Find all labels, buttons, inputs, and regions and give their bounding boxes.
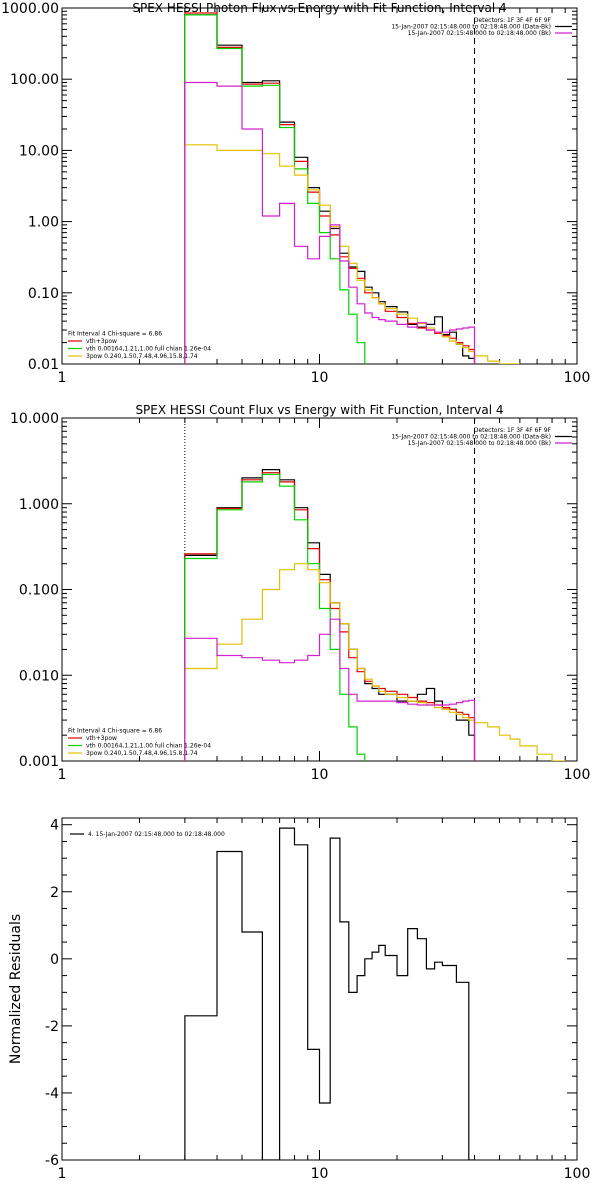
y-tick-label: 10.00 (19, 143, 59, 159)
y-tick-label: 0.100 (19, 583, 59, 599)
series-line-5 (184, 618, 476, 761)
legend-entry: vth 0.00164,1.21,1.00 full chian 1.26e-0… (86, 743, 211, 750)
y-tick-label: 0.001 (19, 754, 59, 770)
legend-entry: 3pow 0.240,1.50,7.48,4.96,15.8,1.74 (86, 750, 198, 757)
series-line-2 (184, 12, 476, 364)
y-tick-label: -4 (45, 1086, 59, 1102)
legend-entry: 15-Jan-2007 02:15:48.000 to 02:18:48.000… (391, 24, 551, 31)
x-tick-label: 1 (58, 767, 67, 783)
y-tick-label: 0.01 (28, 357, 59, 373)
y-tick-label: 2 (50, 885, 59, 901)
plot-frame (61, 817, 578, 1161)
legend-entry: Fit Interval 4 Chi-square = 6.86 (68, 728, 162, 735)
chart-panel-3: 1 10 100 4 2 0 -2 -4 -6 Normalized Residuals 4. 15… (8, 817, 591, 1182)
legend-entry: vth 0.00164,1.21,1.00 full chian 1.26e-0… (86, 346, 211, 353)
legend-entry: vth+3pow (86, 735, 117, 742)
legend-entry: vth+3pow (86, 338, 117, 345)
x-tick-label: 10 (311, 767, 329, 783)
plot-frame (61, 7, 578, 365)
x-tick-label: 100 (564, 370, 591, 386)
legend-entry: 4. 15-Jan-2007 02:15:48.000 to 02:18:48.… (88, 831, 225, 838)
series-group (184, 827, 475, 1160)
series-group (184, 469, 577, 761)
legend-entry: Fit Interval 4 Chi-square = 6.86 (68, 331, 162, 338)
y-tick-label: 100.00 (10, 72, 59, 88)
legend-entry: 15-Jan-2007 02:15:48.000 to 02:18:48.000… (408, 440, 551, 447)
x-tick-label: 100 (564, 767, 591, 783)
x-tick-label: 10 (311, 1166, 329, 1182)
y-tick-label: 0 (50, 952, 59, 968)
series-line-1 (184, 827, 475, 1160)
legend-entry: 3pow 0.240,1.50,7.48,4.96,15.8,1.74 (86, 353, 198, 360)
y-tick-label: 0.010 (19, 668, 59, 684)
y-tick-label: 0.10 (28, 286, 59, 302)
x-tick-label: 10 (311, 370, 329, 386)
series-line-4 (184, 563, 577, 761)
y-tick-label: 1.00 (28, 215, 59, 231)
y-tick-label: 1.000 (19, 497, 59, 513)
legend-entry: Detectors: 1F 3F 4F 6F 9F (474, 17, 552, 24)
y-tick-label: -2 (45, 1019, 59, 1035)
chart-title: SPEX HESSI Count Flux vs Energy with Fit… (135, 403, 503, 417)
legend-entry: 15-Jan-2007 02:15:48.000 to 02:18:48.000… (391, 434, 551, 441)
y-tick-label: -6 (45, 1153, 59, 1169)
series-line-3 (184, 14, 366, 364)
x-tick-label: 1 (58, 370, 67, 386)
series-line-1 (184, 14, 476, 364)
series-line-4 (184, 144, 520, 364)
series-line-3 (184, 473, 366, 761)
x-tick-label: 100 (564, 1166, 591, 1182)
legend-entry: 15-Jan-2007 02:15:48.000 to 02:18:48.000… (408, 30, 551, 37)
y-tick-label: 1000.00 (1, 1, 59, 17)
series-group (184, 12, 520, 364)
chart-panel-2: SPEX HESSI Count Flux vs Energy with Fit… (10, 403, 590, 783)
y-axis-label: Normalized Residuals (8, 914, 24, 1064)
x-tick-label: 1 (58, 1166, 67, 1182)
chart-panel-1: SPEX HESSI Photon Flux vs Energy with Fi… (1, 1, 590, 386)
y-tick-label: 4 (50, 818, 59, 834)
series-line-5 (184, 81, 476, 364)
y-tick-label: 10.000 (10, 411, 59, 427)
legend-entry: Detectors: 1F 3F 4F 6F 9F (474, 427, 552, 434)
